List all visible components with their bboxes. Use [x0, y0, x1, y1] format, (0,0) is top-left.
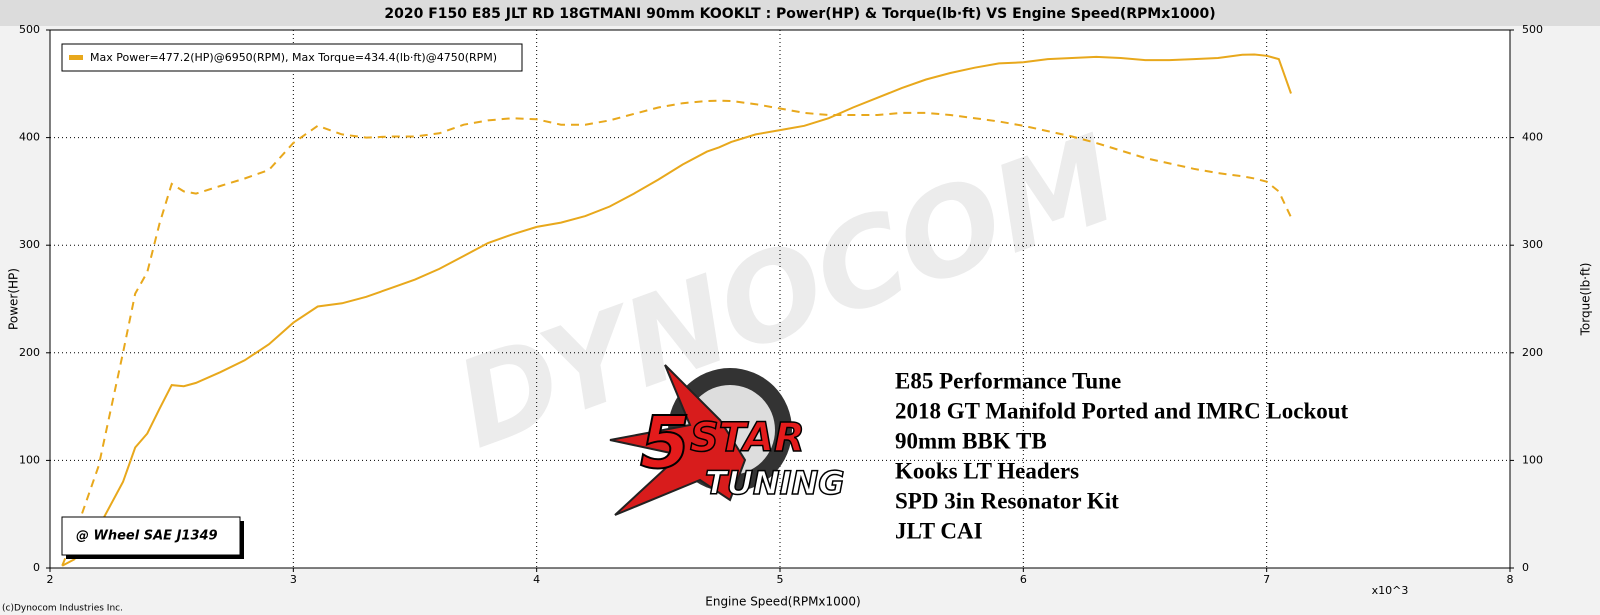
y-tick-label: 400 [19, 131, 40, 144]
legend-text: Max Power=477.2(HP)@6950(RPM), Max Torqu… [90, 51, 497, 64]
logo-word: STAR [690, 415, 805, 461]
x-tick-label: 3 [290, 573, 297, 586]
y-tick-label: 0 [33, 561, 40, 574]
logo-star [609, 364, 747, 516]
y2-tick-label: 300 [1522, 238, 1543, 251]
note-line: E85 Performance Tune [895, 368, 1121, 393]
copyright: (c)Dynocom Industries Inc. [2, 604, 123, 614]
y-tick-label: 100 [19, 453, 40, 466]
title-bar [0, 0, 1600, 26]
chart-title: 2020 F150 E85 JLT RD 18GTMANI 90mm KOOKL… [384, 6, 1215, 22]
y-tick-label: 300 [19, 238, 40, 251]
logo: 5 STAR TUNING [609, 364, 845, 516]
y-tick-label: 500 [19, 23, 40, 36]
correction-box [61, 516, 241, 556]
y-axis-label: Power(HP) [7, 268, 21, 330]
notes: E85 Performance Tune 2018 GT Manifold Por… [895, 368, 1349, 543]
y-tick-label: 200 [19, 346, 40, 359]
x-tick-label: 6 [1020, 573, 1027, 586]
series-line [61, 53, 1292, 567]
x-tick-label: 4 [533, 573, 540, 586]
correction-label: @ Wheel SAE J1349 [76, 529, 218, 544]
x-tick-label: 8 [1507, 573, 1514, 586]
y2-tick-label: 500 [1522, 23, 1543, 36]
y2-tick-label: 100 [1522, 453, 1543, 466]
y2-tick-label: 400 [1522, 131, 1543, 144]
note-line: Kooks LT Headers [895, 458, 1079, 483]
y2-axis-label: Torque(lb·ft) [1579, 263, 1593, 337]
y2-tick-label: 200 [1522, 346, 1543, 359]
logo-word: TUNING [705, 464, 845, 502]
legend-box [61, 43, 523, 72]
x-tick-label: 5 [777, 573, 784, 586]
legend-swatch [69, 55, 83, 60]
lines-group [61, 53, 1292, 567]
series-line [61, 99, 1292, 567]
x-tick-label: 2 [47, 573, 54, 586]
x-axis-label: Engine Speed(RPMx1000) [705, 595, 861, 609]
note-line: JLT CAI [895, 518, 983, 543]
note-line: 90mm BBK TB [895, 428, 1047, 453]
note-line: SPD 3in Resonator Kit [895, 488, 1119, 513]
y2-tick-label: 0 [1522, 561, 1529, 574]
note-line: 2018 GT Manifold Ported and IMRC Lockout [895, 398, 1349, 423]
logo-number: 5 [640, 401, 690, 485]
x-multiplier: x10^3 [1372, 584, 1409, 597]
x-tick-label: 7 [1263, 573, 1270, 586]
grid-group [50, 30, 1510, 568]
